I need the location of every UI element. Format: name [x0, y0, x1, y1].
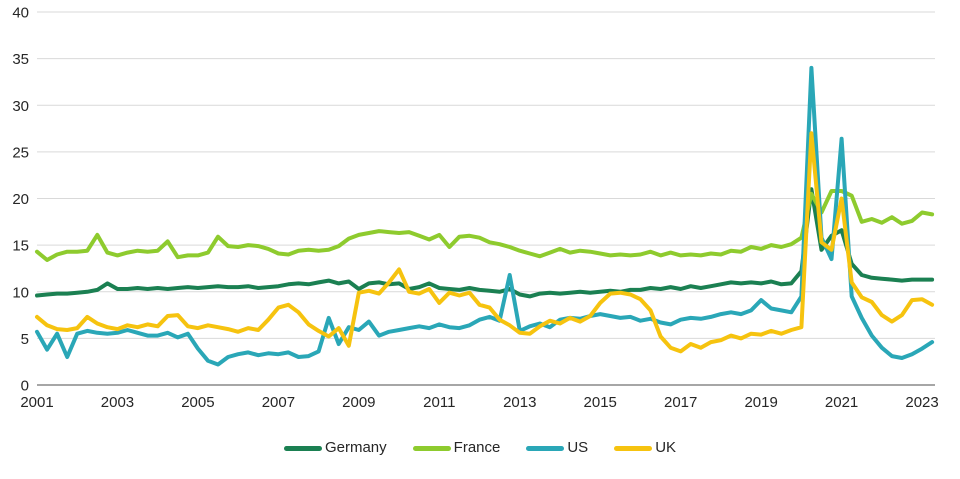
x-tick-label: 2005 — [181, 394, 214, 411]
y-tick-label: 40 — [12, 5, 29, 22]
legend-item-uk: UK — [614, 440, 676, 456]
y-tick-label: 5 — [21, 331, 29, 348]
series-line-germany — [35, 187, 935, 299]
x-tick-label: 2023 — [905, 394, 938, 411]
line-chart-figure: 0 5 10 15 20 25 30 35 40 2001 2003 2005 2007 2009 2011… — [0, 5, 960, 456]
x-tick-label: 2013 — [503, 394, 536, 411]
legend-swatch-us — [526, 445, 565, 451]
x-tick-label: 2001 — [20, 394, 53, 411]
y-tick-label: 25 — [12, 144, 29, 161]
y-tick-label: 30 — [12, 98, 29, 115]
x-tick-label: 2007 — [262, 394, 295, 411]
x-tick-label: 2003 — [101, 394, 134, 411]
x-tick-label: 2011 — [423, 394, 455, 411]
y-tick-label: 0 — [21, 378, 29, 395]
legend-swatch-uk — [614, 445, 653, 451]
series-line-france — [35, 189, 935, 262]
chart-plot-area: 0 5 10 15 20 25 30 35 40 2001 2003 2005 2007 2009 2011… — [12, 5, 938, 412]
legend-item-us: US — [526, 440, 588, 456]
x-tick-label: 2015 — [584, 394, 617, 411]
x-tick-label: 2021 — [825, 394, 858, 411]
series-line-uk — [35, 131, 935, 354]
legend-swatch-france — [412, 445, 451, 451]
x-tick-label: 2019 — [744, 394, 777, 411]
legend-item-france: France — [412, 439, 501, 456]
y-tick-label: 35 — [12, 51, 29, 68]
legend-swatch-germany — [283, 445, 322, 451]
y-tick-label: 20 — [12, 191, 29, 208]
x-tick-label: 2017 — [664, 394, 697, 411]
legend-label: Germany — [324, 439, 387, 456]
legend-label: US — [567, 439, 589, 456]
x-tick-label: 2009 — [342, 394, 375, 411]
y-tick-label: 15 — [12, 238, 29, 255]
series-line-us — [35, 65, 935, 367]
legend-item-germany: Germany — [283, 439, 387, 456]
y-tick-label: 10 — [12, 284, 29, 301]
legend-label: France — [453, 439, 501, 456]
chart-legend: Germany France US UK — [0, 440, 960, 456]
legend-label: UK — [655, 439, 677, 456]
